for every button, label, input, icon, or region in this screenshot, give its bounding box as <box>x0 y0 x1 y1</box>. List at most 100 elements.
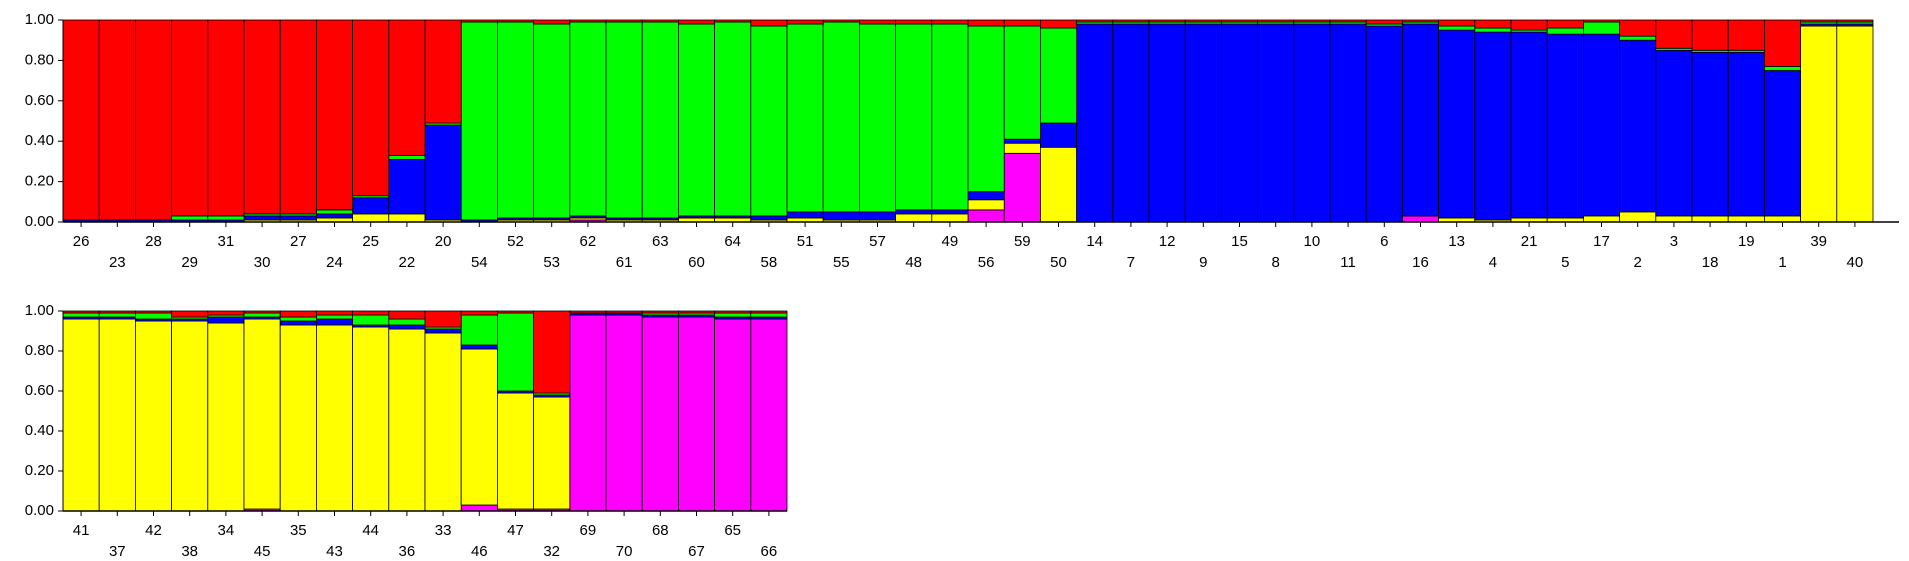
bar-segment <box>786 23 824 213</box>
bar-segment <box>641 19 679 23</box>
bar-segment <box>424 124 462 221</box>
bar-segment <box>895 19 933 25</box>
x-tick-label: 70 <box>616 543 633 560</box>
bar-segment <box>207 322 245 512</box>
bar-segment <box>1727 19 1765 51</box>
x-tick-label: 32 <box>543 543 560 560</box>
bar-segment <box>1148 23 1186 223</box>
x-tick-label: 8 <box>1272 254 1280 271</box>
bar-segment <box>1691 51 1729 217</box>
bar-segment <box>1836 19 1874 23</box>
y-tick-label: 0.20 <box>25 173 54 190</box>
x-tick-label: 31 <box>218 233 235 250</box>
bar-segment <box>678 310 716 314</box>
bar-segment <box>750 310 788 314</box>
x-tick-label: 6 <box>1380 233 1388 250</box>
bar-segment <box>388 213 426 223</box>
bar-segment <box>496 310 534 314</box>
bar-segment <box>315 213 353 219</box>
bar-segment <box>1257 19 1295 23</box>
x-tick-label: 18 <box>1702 254 1719 271</box>
bar-segment <box>1836 25 1874 223</box>
bar-segment <box>243 312 281 318</box>
bar-segment <box>207 316 245 324</box>
bar-segment <box>1329 23 1367 223</box>
bar-segment <box>1438 19 1476 27</box>
x-tick-label: 41 <box>73 522 90 539</box>
bar-segment <box>352 19 390 197</box>
y-tick-label: 0.40 <box>25 132 54 149</box>
bar-segment <box>1076 19 1114 23</box>
bar-segment <box>1691 19 1729 51</box>
x-tick-label: 48 <box>905 254 922 271</box>
bar-segment <box>171 215 209 221</box>
bar-segment <box>388 310 426 320</box>
bar-segment <box>496 392 534 510</box>
x-tick-label: 61 <box>616 254 633 271</box>
x-tick-label: 17 <box>1593 233 1610 250</box>
bar-segment <box>1800 19 1838 23</box>
x-tick-label: 19 <box>1738 233 1755 250</box>
bar-segment <box>1402 19 1440 23</box>
x-tick-label: 62 <box>580 233 597 250</box>
x-tick-label: 16 <box>1412 254 1429 271</box>
bar-segment <box>533 19 571 25</box>
bar-segment <box>1764 19 1802 67</box>
bar-segment <box>98 19 136 221</box>
x-tick-label: 53 <box>543 254 560 271</box>
bar-segment <box>1003 152 1041 223</box>
bar-segment <box>207 19 245 217</box>
x-tick-label: 63 <box>652 233 669 250</box>
bar-segment <box>388 158 426 215</box>
bar-segment <box>641 316 679 512</box>
x-tick-label: 69 <box>580 522 597 539</box>
bar-segment <box>750 19 788 27</box>
bar-segment <box>171 310 209 318</box>
x-tick-label: 57 <box>869 233 886 250</box>
bar-segment <box>1655 49 1693 217</box>
bar-segment <box>533 23 571 219</box>
bar-segment <box>569 314 607 512</box>
x-tick-label: 68 <box>652 522 669 539</box>
bar-segment <box>1003 19 1041 27</box>
bar-segment <box>569 310 607 314</box>
x-tick-label: 27 <box>290 233 307 250</box>
bar-segment <box>98 318 136 512</box>
bar-segment <box>1583 215 1621 223</box>
y-tick-label: 0.80 <box>25 51 54 68</box>
bar-segment <box>1184 19 1222 23</box>
bar-segment <box>424 19 462 124</box>
bar-segment <box>496 312 534 392</box>
x-tick-label: 40 <box>1847 254 1864 271</box>
x-tick-label: 28 <box>145 233 162 250</box>
bar-segment <box>279 320 317 326</box>
bar-segment <box>279 316 317 322</box>
x-tick-label: 37 <box>109 543 126 560</box>
bar-segment <box>895 23 933 211</box>
bar-segment <box>243 318 281 510</box>
bar-segment <box>1040 19 1078 29</box>
bar-segment <box>315 310 353 316</box>
bar-segment <box>967 209 1005 223</box>
bar-segment <box>62 318 100 512</box>
bar-segment <box>931 213 969 223</box>
x-tick-label: 21 <box>1521 233 1538 250</box>
x-tick-label: 51 <box>797 233 814 250</box>
bar-segment <box>678 23 716 217</box>
bar-segment <box>1112 19 1150 23</box>
x-tick-label: 10 <box>1304 233 1321 250</box>
bar-segment <box>750 318 788 512</box>
bar-segment <box>315 314 353 320</box>
bar-segment <box>1112 23 1150 223</box>
bar-segment <box>1365 25 1403 223</box>
bar-segment <box>460 314 498 346</box>
bar-segment <box>171 19 209 217</box>
bar-segment <box>967 25 1005 193</box>
bar-segment <box>1438 29 1476 219</box>
bar-segment <box>1474 27 1512 33</box>
bar-segment <box>750 25 788 217</box>
x-tick-label: 5 <box>1561 254 1569 271</box>
bar-segment <box>315 209 353 215</box>
bar-segment <box>388 19 426 156</box>
